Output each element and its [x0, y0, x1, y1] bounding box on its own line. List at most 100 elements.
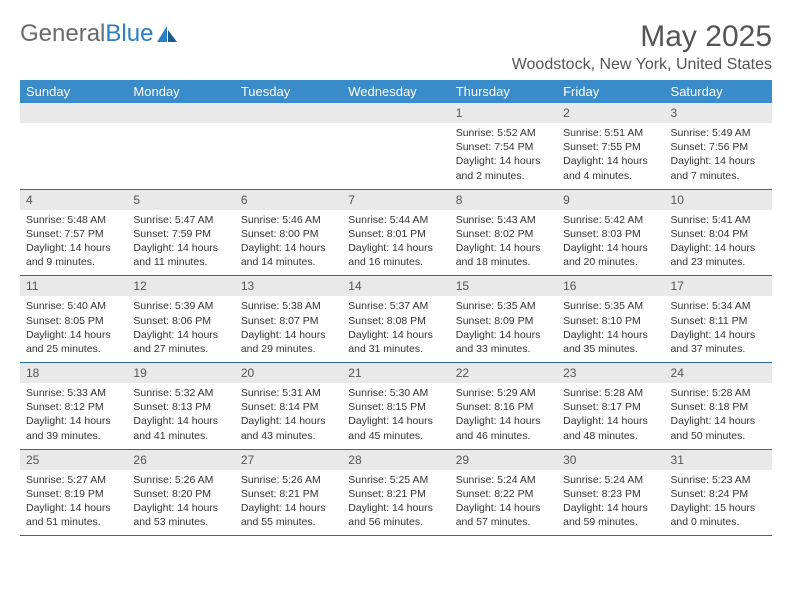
sunrise-text: Sunrise: 5:34 AM: [671, 299, 766, 313]
day-content: Sunrise: 5:32 AMSunset: 8:13 PMDaylight:…: [127, 383, 234, 449]
daylight-text: Daylight: 14 hours and 51 minutes.: [26, 501, 121, 529]
daylight-text: Daylight: 14 hours and 55 minutes.: [241, 501, 336, 529]
sunset-text: Sunset: 8:12 PM: [26, 400, 121, 414]
day-content: Sunrise: 5:43 AMSunset: 8:02 PMDaylight:…: [450, 210, 557, 276]
day-cell: 6Sunrise: 5:46 AMSunset: 8:00 PMDaylight…: [235, 189, 342, 276]
day-number-empty: [127, 103, 234, 123]
sunset-text: Sunset: 7:59 PM: [133, 227, 228, 241]
day-content: Sunrise: 5:48 AMSunset: 7:57 PMDaylight:…: [20, 210, 127, 276]
day-number: 19: [127, 363, 234, 383]
sunset-text: Sunset: 8:15 PM: [348, 400, 443, 414]
day-number: 15: [450, 276, 557, 296]
day-number: 7: [342, 190, 449, 210]
sunrise-text: Sunrise: 5:29 AM: [456, 386, 551, 400]
day-content: Sunrise: 5:52 AMSunset: 7:54 PMDaylight:…: [450, 123, 557, 189]
daylight-text: Daylight: 14 hours and 20 minutes.: [563, 241, 658, 269]
day-number: 5: [127, 190, 234, 210]
day-content: Sunrise: 5:27 AMSunset: 8:19 PMDaylight:…: [20, 470, 127, 536]
calendar-table: SundayMondayTuesdayWednesdayThursdayFrid…: [20, 80, 772, 536]
day-number: 18: [20, 363, 127, 383]
daylight-text: Daylight: 14 hours and 53 minutes.: [133, 501, 228, 529]
day-content: Sunrise: 5:37 AMSunset: 8:08 PMDaylight:…: [342, 296, 449, 362]
day-cell: [235, 103, 342, 189]
sunset-text: Sunset: 8:00 PM: [241, 227, 336, 241]
weekday-header: Wednesday: [342, 80, 449, 103]
sunset-text: Sunset: 8:05 PM: [26, 314, 121, 328]
week-row: 11Sunrise: 5:40 AMSunset: 8:05 PMDayligh…: [20, 276, 772, 363]
sunrise-text: Sunrise: 5:26 AM: [133, 473, 228, 487]
weekday-header: Thursday: [450, 80, 557, 103]
sunset-text: Sunset: 8:14 PM: [241, 400, 336, 414]
week-row: 1Sunrise: 5:52 AMSunset: 7:54 PMDaylight…: [20, 103, 772, 189]
day-cell: 2Sunrise: 5:51 AMSunset: 7:55 PMDaylight…: [557, 103, 664, 189]
day-number: 10: [665, 190, 772, 210]
weekday-header: Monday: [127, 80, 234, 103]
sunset-text: Sunset: 8:20 PM: [133, 487, 228, 501]
sunrise-text: Sunrise: 5:49 AM: [671, 126, 766, 140]
daylight-text: Daylight: 14 hours and 43 minutes.: [241, 414, 336, 442]
sunrise-text: Sunrise: 5:26 AM: [241, 473, 336, 487]
sunset-text: Sunset: 8:09 PM: [456, 314, 551, 328]
day-cell: 3Sunrise: 5:49 AMSunset: 7:56 PMDaylight…: [665, 103, 772, 189]
sunset-text: Sunset: 8:23 PM: [563, 487, 658, 501]
sunrise-text: Sunrise: 5:24 AM: [563, 473, 658, 487]
day-content: Sunrise: 5:24 AMSunset: 8:22 PMDaylight:…: [450, 470, 557, 536]
sunrise-text: Sunrise: 5:47 AM: [133, 213, 228, 227]
sunset-text: Sunset: 8:17 PM: [563, 400, 658, 414]
daylight-text: Daylight: 14 hours and 11 minutes.: [133, 241, 228, 269]
sunset-text: Sunset: 8:03 PM: [563, 227, 658, 241]
daylight-text: Daylight: 14 hours and 50 minutes.: [671, 414, 766, 442]
page-header: GeneralBlue May 2025 Woodstock, New York…: [20, 20, 772, 74]
day-number: 6: [235, 190, 342, 210]
day-number: 25: [20, 450, 127, 470]
day-content: Sunrise: 5:38 AMSunset: 8:07 PMDaylight:…: [235, 296, 342, 362]
day-cell: 27Sunrise: 5:26 AMSunset: 8:21 PMDayligh…: [235, 449, 342, 536]
day-cell: 25Sunrise: 5:27 AMSunset: 8:19 PMDayligh…: [20, 449, 127, 536]
daylight-text: Daylight: 14 hours and 46 minutes.: [456, 414, 551, 442]
sunrise-text: Sunrise: 5:39 AM: [133, 299, 228, 313]
day-number: 20: [235, 363, 342, 383]
sail-icon: [157, 26, 179, 42]
day-content: Sunrise: 5:44 AMSunset: 8:01 PMDaylight:…: [342, 210, 449, 276]
day-number: 14: [342, 276, 449, 296]
brand-logo: GeneralBlue: [20, 20, 179, 48]
day-cell: [342, 103, 449, 189]
day-content: Sunrise: 5:35 AMSunset: 8:10 PMDaylight:…: [557, 296, 664, 362]
day-cell: 15Sunrise: 5:35 AMSunset: 8:09 PMDayligh…: [450, 276, 557, 363]
sunset-text: Sunset: 8:21 PM: [241, 487, 336, 501]
day-content: Sunrise: 5:42 AMSunset: 8:03 PMDaylight:…: [557, 210, 664, 276]
day-content: Sunrise: 5:46 AMSunset: 8:00 PMDaylight:…: [235, 210, 342, 276]
day-cell: 30Sunrise: 5:24 AMSunset: 8:23 PMDayligh…: [557, 449, 664, 536]
week-row: 4Sunrise: 5:48 AMSunset: 7:57 PMDaylight…: [20, 189, 772, 276]
weekday-header-row: SundayMondayTuesdayWednesdayThursdayFrid…: [20, 80, 772, 103]
sunset-text: Sunset: 8:24 PM: [671, 487, 766, 501]
day-content: Sunrise: 5:24 AMSunset: 8:23 PMDaylight:…: [557, 470, 664, 536]
daylight-text: Daylight: 14 hours and 57 minutes.: [456, 501, 551, 529]
day-cell: 4Sunrise: 5:48 AMSunset: 7:57 PMDaylight…: [20, 189, 127, 276]
sunset-text: Sunset: 8:01 PM: [348, 227, 443, 241]
sunset-text: Sunset: 8:06 PM: [133, 314, 228, 328]
weekday-header: Sunday: [20, 80, 127, 103]
daylight-text: Daylight: 14 hours and 37 minutes.: [671, 328, 766, 356]
day-cell: 28Sunrise: 5:25 AMSunset: 8:21 PMDayligh…: [342, 449, 449, 536]
daylight-text: Daylight: 14 hours and 56 minutes.: [348, 501, 443, 529]
day-cell: 23Sunrise: 5:28 AMSunset: 8:17 PMDayligh…: [557, 363, 664, 450]
sunrise-text: Sunrise: 5:25 AM: [348, 473, 443, 487]
day-content: Sunrise: 5:26 AMSunset: 8:20 PMDaylight:…: [127, 470, 234, 536]
daylight-text: Daylight: 14 hours and 35 minutes.: [563, 328, 658, 356]
daylight-text: Daylight: 14 hours and 25 minutes.: [26, 328, 121, 356]
sunrise-text: Sunrise: 5:51 AM: [563, 126, 658, 140]
weekday-header: Tuesday: [235, 80, 342, 103]
day-number: 13: [235, 276, 342, 296]
sunrise-text: Sunrise: 5:33 AM: [26, 386, 121, 400]
sunrise-text: Sunrise: 5:30 AM: [348, 386, 443, 400]
day-cell: 19Sunrise: 5:32 AMSunset: 8:13 PMDayligh…: [127, 363, 234, 450]
day-cell: 7Sunrise: 5:44 AMSunset: 8:01 PMDaylight…: [342, 189, 449, 276]
sunset-text: Sunset: 8:07 PM: [241, 314, 336, 328]
day-cell: [20, 103, 127, 189]
day-number-empty: [342, 103, 449, 123]
day-cell: 13Sunrise: 5:38 AMSunset: 8:07 PMDayligh…: [235, 276, 342, 363]
day-number: 4: [20, 190, 127, 210]
day-content: Sunrise: 5:40 AMSunset: 8:05 PMDaylight:…: [20, 296, 127, 362]
sunset-text: Sunset: 8:21 PM: [348, 487, 443, 501]
